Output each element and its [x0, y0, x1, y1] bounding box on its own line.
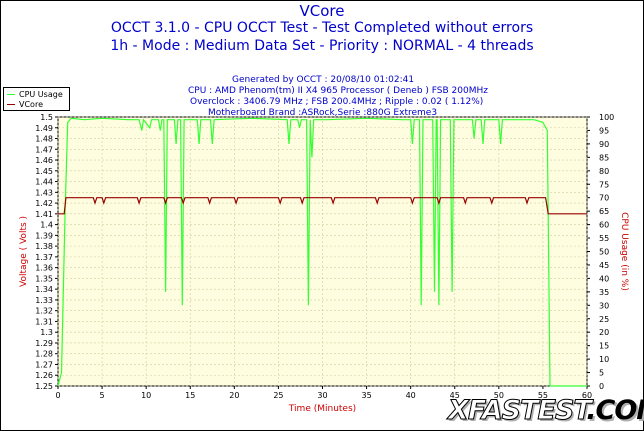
x-tick-label: 20 [229, 391, 239, 400]
y-right-tick-label: 15 [599, 342, 609, 351]
y-right-tick-label: 0 [599, 382, 604, 391]
y-right-tick-label: 90 [599, 140, 609, 149]
x-tick-label: 45 [450, 391, 460, 400]
y-left-tick-label: 1.27 [35, 360, 53, 369]
y-left-tick-label: 1.28 [35, 350, 53, 359]
y-right-tick-label: 5 [599, 369, 604, 378]
chart-subtitle-2: 1h - Mode : Medium Data Set - Priority :… [110, 38, 534, 54]
y-left-tick-label: 1.45 [35, 167, 53, 176]
y-right-tick-label: 100 [599, 113, 614, 122]
y-right-tick-label: 25 [599, 315, 609, 324]
y-left-tick-label: 1.29 [35, 339, 53, 348]
y-right-tick-label: 70 [599, 194, 609, 203]
x-tick-label: 40 [406, 391, 416, 400]
y-right-tick-label: 20 [599, 328, 609, 337]
x-tick-label: 0 [55, 391, 60, 400]
y-left-tick-label: 1.34 [35, 285, 53, 294]
legend-label-cpu-usage: CPU Usage [19, 89, 63, 99]
chart-legend: CPU Usage VCore [3, 87, 70, 111]
watermark-dot: . [586, 395, 596, 426]
y-left-tick-label: 1.48 [35, 135, 53, 144]
info-motherboard: Motherboard Brand :ASRock,Serie :880G Ex… [208, 108, 438, 118]
y-left-tick-label: 1.38 [35, 242, 53, 251]
y-left-tick-label: 1.36 [35, 264, 53, 273]
y-right-axis-label: CPU Usage (in %) [619, 212, 629, 291]
x-tick-label: 35 [361, 391, 371, 400]
y-left-tick-label: 1.3 [40, 328, 53, 337]
y-right-tick-label: 80 [599, 167, 609, 176]
y-right-tick-label: 65 [599, 207, 609, 216]
y-right-tick-label: 55 [599, 234, 609, 243]
watermark-main: XFASTEST [447, 395, 587, 427]
legend-swatch-vcore [7, 103, 15, 105]
y-left-tick-label: 1.4 [40, 221, 53, 230]
y-right-tick-label: 35 [599, 288, 609, 297]
y-left-tick-label: 1.44 [35, 178, 53, 187]
y-left-tick-label: 1.46 [35, 156, 53, 165]
x-tick-label: 50 [494, 391, 504, 400]
info-overclock: Overclock : 3406.79 MHz ; FSB 200.4MHz ;… [190, 97, 484, 107]
y-right-tick-label: 30 [599, 301, 609, 310]
y-left-axis-label: Voltage ( Volts ) [19, 216, 29, 287]
y-left-tick-label: 1.5 [40, 113, 53, 122]
series-line-vcore [58, 197, 587, 215]
chart-title: VCore [299, 2, 345, 20]
y-right-tick-label: 10 [599, 355, 609, 364]
y-left-tick-label: 1.43 [35, 188, 53, 197]
legend-swatch-cpu-usage [7, 93, 15, 95]
y-left-tick-label: 1.26 [35, 371, 53, 380]
x-tick-label: 10 [141, 391, 151, 400]
series-line-cpu-usage [57, 117, 587, 387]
y-right-tick-label: 40 [599, 274, 609, 283]
y-right-tick-label: 85 [599, 153, 609, 162]
y-left-tick-label: 1.25 [35, 382, 53, 391]
legend-item-vcore: VCore [7, 99, 43, 109]
info-cpu: CPU : AMD Phenom(tm) II X4 965 Processor… [188, 86, 488, 96]
x-tick-label: 30 [317, 391, 327, 400]
y-left-tick-label: 1.31 [35, 317, 53, 326]
y-right-tick-label: 95 [599, 126, 609, 135]
y-left-tick-label: 1.32 [35, 307, 53, 316]
y-left-tick-label: 1.39 [35, 231, 53, 240]
watermark-tld: COM [595, 395, 644, 426]
chart-subtitle-1: OCCT 3.1.0 - CPU OCCT Test - Test Comple… [110, 20, 534, 36]
x-tick-label: 55 [538, 391, 548, 400]
y-left-tick-label: 1.35 [35, 274, 53, 283]
x-tick-label: 60 [582, 391, 592, 400]
legend-item-cpu-usage: CPU Usage [7, 89, 63, 99]
x-tick-label: 15 [185, 391, 195, 400]
y-right-tick-label: 60 [599, 221, 609, 230]
info-generated: Generated by OCCT : 20/08/10 01:02:41 [232, 75, 415, 85]
y-left-tick-label: 1.49 [35, 124, 53, 133]
x-tick-label: 5 [100, 391, 105, 400]
y-right-tick-label: 50 [599, 248, 609, 257]
x-axis-label: Time (Minutes) [288, 404, 356, 414]
x-tick-label: 25 [273, 391, 283, 400]
legend-label-vcore: VCore [19, 99, 43, 109]
xfastest-watermark: XFASTEST.COM [447, 395, 644, 427]
y-right-tick-label: 45 [599, 261, 609, 270]
y-left-tick-label: 1.47 [35, 145, 53, 154]
y-left-tick-label: 1.33 [35, 296, 53, 305]
y-right-tick-label: 75 [599, 180, 609, 189]
y-left-tick-label: 1.41 [35, 210, 53, 219]
y-left-tick-label: 1.37 [35, 253, 53, 262]
y-left-tick-label: 1.42 [35, 199, 53, 208]
